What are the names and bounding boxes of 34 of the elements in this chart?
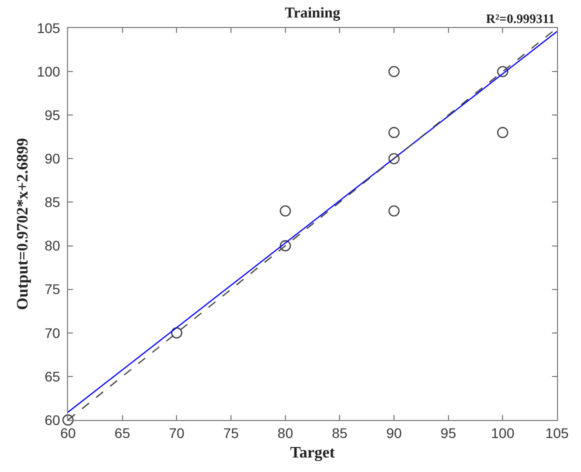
- y-tick-label: 90: [44, 150, 60, 167]
- y-axis-title: Output=0.9702*x+2.6899: [14, 138, 32, 310]
- x-axis-title: Target: [290, 444, 336, 462]
- point: [62, 414, 74, 426]
- chart-title: Training: [284, 6, 341, 22]
- y-tick-label: 80: [44, 238, 60, 254]
- point: [388, 153, 400, 164]
- y-tick-label: 95: [44, 107, 60, 124]
- x-tick-label: 75: [223, 424, 239, 441]
- x-tick-label: 90: [386, 424, 402, 441]
- x-tick-label: 80: [278, 424, 294, 441]
- point: [171, 327, 182, 338]
- x-tick-label: 105: [545, 424, 569, 441]
- y-tick-label: 100: [36, 63, 60, 80]
- text: R²=0.999311: [486, 11, 555, 26]
- x-tick-label: 65: [114, 424, 130, 441]
- y-tick-label: 65: [44, 368, 60, 384]
- x-tick-label: 70: [168, 424, 185, 441]
- point: [388, 126, 400, 138]
- y-tick-label: 60: [44, 412, 60, 428]
- y-tick-label: 85: [44, 194, 60, 210]
- point: [280, 205, 291, 217]
- x-tick-label: 85: [332, 424, 348, 441]
- point: [497, 126, 508, 138]
- point: [388, 205, 400, 217]
- point: [388, 66, 400, 78]
- x-tick-label: 60: [60, 424, 76, 441]
- point: [497, 66, 508, 78]
- x-tick-label: 95: [440, 424, 456, 441]
- x-tick-label: 100: [490, 424, 515, 441]
- point: [280, 240, 291, 252]
- y-tick-label: 70: [44, 324, 60, 341]
- y-tick-label: 105: [36, 20, 60, 36]
- y-tick-label: 75: [44, 281, 60, 298]
